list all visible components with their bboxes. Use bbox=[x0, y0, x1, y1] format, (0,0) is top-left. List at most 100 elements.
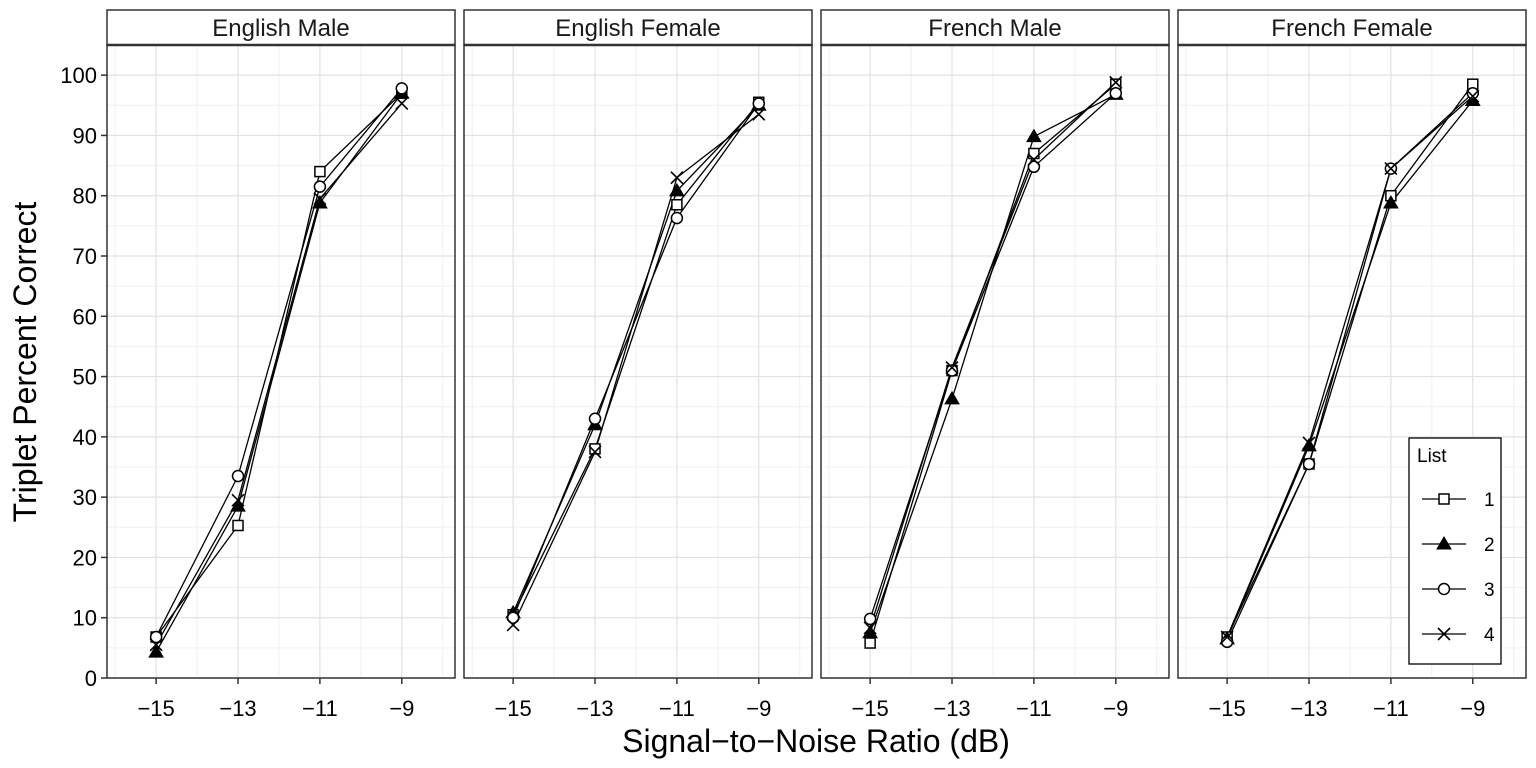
series-line-4 bbox=[512, 113, 760, 626]
point-series-4 bbox=[1302, 436, 1316, 450]
point-series-3 bbox=[395, 82, 409, 95]
point-series-2 bbox=[1301, 437, 1317, 452]
point-series-3 bbox=[313, 180, 327, 193]
point-series-4 bbox=[588, 445, 602, 459]
panel-border bbox=[106, 44, 456, 679]
x-tick-label: −15 bbox=[137, 696, 174, 721]
point-series-2 bbox=[944, 390, 960, 405]
strip-background bbox=[106, 9, 456, 46]
strip-background bbox=[463, 9, 813, 46]
point-series-4 bbox=[506, 618, 520, 632]
y-tick-label: 90 bbox=[73, 123, 97, 148]
point-series-3 bbox=[1027, 160, 1041, 174]
legend-box bbox=[1408, 437, 1502, 665]
x-tick-label: −11 bbox=[1373, 696, 1409, 721]
x-tick-label: −15 bbox=[1208, 696, 1245, 721]
point-series-2 bbox=[148, 644, 164, 658]
point-series-3 bbox=[945, 364, 959, 377]
point-series-3 bbox=[670, 211, 684, 225]
panel-title: English Female bbox=[555, 15, 720, 42]
y-tick-label: 40 bbox=[73, 425, 97, 450]
point-series-1 bbox=[232, 519, 244, 532]
y-tick-label: 80 bbox=[73, 184, 97, 209]
point-series-3 bbox=[1109, 86, 1123, 100]
point-series-2 bbox=[669, 182, 685, 197]
legend-label: 2 bbox=[1484, 535, 1495, 556]
panel-title: French Female bbox=[1271, 15, 1432, 42]
x-tick-label: −9 bbox=[746, 696, 771, 721]
series-line-2 bbox=[1226, 100, 1474, 640]
panel-2: English Female −15 −13 −11 −9 bbox=[463, 9, 813, 721]
x-tick-label: −15 bbox=[851, 696, 888, 721]
x-tick-label: −11 bbox=[659, 696, 695, 721]
x-tick-label: −13 bbox=[576, 696, 613, 721]
panel-border bbox=[820, 44, 1170, 679]
legend-label: 3 bbox=[1484, 580, 1495, 601]
panel-1: English Male −15 −13 −11 −9 bbox=[106, 9, 456, 721]
series-line-1 bbox=[512, 101, 760, 615]
point-series-1 bbox=[314, 165, 326, 178]
legend-key-1 bbox=[1438, 493, 1450, 505]
point-series-2 bbox=[230, 498, 246, 512]
point-series-4 bbox=[149, 638, 163, 652]
x-tick-label: −15 bbox=[494, 696, 531, 721]
point-series-3 bbox=[149, 630, 163, 644]
y-tick-label: 60 bbox=[73, 304, 97, 329]
series-line-4 bbox=[869, 81, 1117, 629]
point-series-4 bbox=[395, 96, 409, 111]
panels-layer: English Male −15 −13 −11 −9 English Female −15… bbox=[60, 9, 1527, 721]
point-series-4 bbox=[863, 621, 877, 635]
series-line-1 bbox=[1226, 83, 1474, 638]
legend-label: 1 bbox=[1484, 490, 1495, 511]
y-tick-label: 0 bbox=[85, 666, 97, 691]
point-series-4 bbox=[1384, 162, 1398, 176]
point-series-3 bbox=[588, 412, 602, 426]
y-tick-label: 10 bbox=[73, 606, 97, 631]
point-series-2 bbox=[1026, 128, 1042, 143]
legend-key-4 bbox=[1437, 627, 1451, 641]
series-line-3 bbox=[155, 87, 403, 638]
point-series-4 bbox=[231, 493, 245, 507]
y-tick-label: 20 bbox=[73, 545, 97, 570]
x-tick-label: −9 bbox=[1103, 696, 1128, 721]
y-axis-title: Triplet Percent Correct bbox=[7, 202, 43, 523]
point-series-4 bbox=[945, 360, 959, 375]
point-series-4 bbox=[1027, 152, 1041, 167]
x-tick-label: −13 bbox=[933, 696, 970, 721]
point-series-4 bbox=[670, 171, 684, 185]
point-series-3 bbox=[752, 97, 766, 110]
legend-title: List bbox=[1417, 446, 1447, 467]
y-tick-label: 100 bbox=[60, 63, 97, 88]
y-tick-label: 50 bbox=[73, 365, 97, 390]
series-line-4 bbox=[1226, 95, 1474, 638]
point-series-4 bbox=[1466, 89, 1480, 103]
legend-label: 4 bbox=[1484, 625, 1495, 646]
x-tick-label: −11 bbox=[1016, 696, 1052, 721]
panel-title: English Male bbox=[212, 15, 349, 42]
point-series-4 bbox=[752, 107, 766, 121]
y-axis: 0 10 20 30 40 50 60 70 80 90 100 bbox=[60, 63, 107, 691]
point-series-3 bbox=[863, 612, 877, 626]
series-line-2 bbox=[155, 92, 403, 653]
x-tick-label: −13 bbox=[1290, 696, 1327, 721]
panel-3: French Male −15 −13 −11 −9 bbox=[820, 9, 1170, 721]
panel-border bbox=[463, 44, 813, 679]
point-series-3 bbox=[506, 611, 520, 624]
point-series-3 bbox=[1466, 86, 1480, 100]
point-series-1 bbox=[589, 443, 601, 455]
series-line-3 bbox=[512, 103, 760, 618]
point-series-4 bbox=[313, 192, 327, 206]
point-series-4 bbox=[1109, 75, 1123, 89]
point-series-1 bbox=[671, 199, 683, 211]
strip-background bbox=[820, 9, 1170, 46]
x-tick-label: −9 bbox=[389, 696, 414, 721]
point-series-3 bbox=[231, 469, 245, 483]
x-tick-label: −9 bbox=[1460, 696, 1485, 721]
point-series-1 bbox=[864, 637, 876, 649]
y-tick-label: 70 bbox=[73, 244, 97, 269]
point-series-4 bbox=[1220, 630, 1234, 644]
point-series-3 bbox=[1302, 457, 1316, 471]
series-line-3 bbox=[1226, 92, 1474, 643]
panel-title: French Male bbox=[928, 15, 1061, 42]
